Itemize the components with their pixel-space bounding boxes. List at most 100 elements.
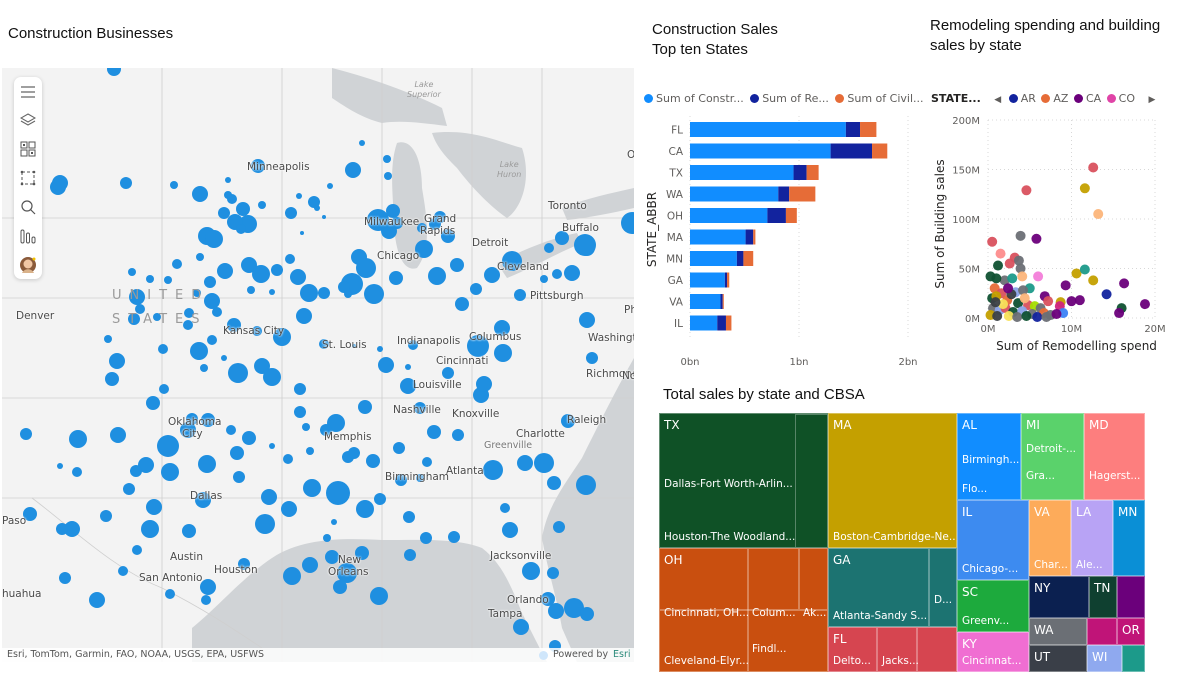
scatter-point[interactable]	[1015, 230, 1026, 241]
business-bubble[interactable]	[129, 289, 145, 305]
business-bubble[interactable]	[345, 162, 361, 178]
business-bubble[interactable]	[294, 383, 306, 395]
business-bubble[interactable]	[165, 589, 175, 599]
scatter-point[interactable]	[1041, 312, 1052, 323]
business-bubble[interactable]	[331, 519, 337, 525]
treemap-subcell[interactable]	[747, 549, 749, 671]
treemap-state-ky[interactable]: KY Cincinnat...	[957, 632, 1029, 672]
treemap-state-sc[interactable]: SC Greenv...	[957, 580, 1029, 632]
business-bubble[interactable]	[201, 413, 215, 427]
treemap-cell[interactable]	[1117, 576, 1145, 618]
business-bubble[interactable]	[146, 499, 162, 515]
scatter-point[interactable]	[999, 275, 1010, 286]
business-bubble[interactable]	[352, 344, 356, 348]
bar-segment[interactable]	[785, 208, 797, 223]
scatter-point[interactable]	[1003, 311, 1014, 322]
business-bubble[interactable]	[448, 531, 460, 543]
business-bubble[interactable]	[359, 140, 365, 146]
business-bubble[interactable]	[356, 500, 374, 518]
business-bubble[interactable]	[442, 367, 454, 379]
business-bubble[interactable]	[467, 335, 489, 357]
business-bubble[interactable]	[522, 562, 540, 580]
treemap-state-tn[interactable]: TN	[1089, 576, 1117, 618]
bar-segment[interactable]	[717, 315, 726, 331]
business-bubble[interactable]	[196, 253, 204, 261]
business-bubble[interactable]	[182, 524, 196, 538]
business-bubble[interactable]	[146, 396, 160, 410]
business-bubble[interactable]	[192, 186, 208, 202]
scatter-point[interactable]	[1071, 268, 1082, 279]
business-bubble[interactable]	[254, 358, 270, 374]
treemap-state-la[interactable]: LA Ale...	[1071, 500, 1113, 576]
treemap-state-va[interactable]: VA Char...	[1029, 500, 1071, 576]
business-bubble[interactable]	[212, 307, 222, 317]
scatter-point[interactable]	[1003, 283, 1014, 294]
treemap-state-wa[interactable]: WA	[1029, 618, 1087, 645]
business-bubble[interactable]	[233, 471, 245, 483]
business-bubble[interactable]	[541, 592, 555, 606]
scatter-point[interactable]	[1079, 183, 1090, 194]
business-bubble[interactable]	[281, 501, 297, 517]
business-bubble[interactable]	[230, 446, 244, 460]
business-bubble[interactable]	[184, 308, 194, 318]
business-bubble[interactable]	[164, 276, 172, 284]
business-bubble[interactable]	[547, 567, 559, 579]
business-bubble[interactable]	[221, 355, 227, 361]
business-bubble[interactable]	[172, 259, 182, 269]
bar-segment[interactable]	[690, 251, 737, 266]
business-bubble[interactable]	[580, 607, 594, 621]
business-bubble[interactable]	[193, 289, 201, 297]
business-bubble[interactable]	[344, 290, 352, 298]
business-bubble[interactable]	[69, 430, 87, 448]
business-bubble[interactable]	[434, 211, 446, 223]
bar-segment[interactable]	[778, 186, 790, 202]
scatter-point[interactable]	[987, 236, 998, 247]
treemap-state-ma[interactable]: MA Boston-Cambridge-Ne...	[828, 413, 957, 548]
business-bubble[interactable]	[441, 229, 455, 243]
treemap-subcell[interactable]	[916, 628, 918, 671]
treemap-state-fl[interactable]: FL Delto... Jacks...	[828, 627, 957, 672]
business-bubble[interactable]	[218, 207, 230, 219]
business-bubble[interactable]	[358, 400, 372, 414]
business-bubble[interactable]	[158, 344, 168, 354]
business-bubble[interactable]	[258, 201, 266, 209]
map-canvas[interactable]	[2, 68, 634, 662]
business-bubble[interactable]	[403, 511, 415, 523]
business-bubble[interactable]	[255, 514, 275, 534]
business-bubble[interactable]	[89, 592, 105, 608]
business-bubble[interactable]	[540, 275, 548, 283]
business-bubble[interactable]	[204, 276, 216, 288]
business-bubble[interactable]	[579, 312, 595, 328]
business-bubble[interactable]	[20, 428, 32, 440]
bar-segment[interactable]	[743, 251, 754, 266]
treemap-state-md[interactable]: MD Hagerst...	[1084, 413, 1145, 500]
select-rectangle-icon[interactable]	[18, 168, 38, 188]
scatter-point[interactable]	[1018, 285, 1029, 296]
business-bubble[interactable]	[217, 263, 233, 279]
bar-segment[interactable]	[745, 229, 754, 245]
bar-segment[interactable]	[793, 165, 807, 180]
business-bubble[interactable]	[306, 447, 314, 455]
business-bubble[interactable]	[574, 234, 596, 256]
business-bubble[interactable]	[561, 414, 575, 428]
business-bubble[interactable]	[105, 372, 119, 386]
business-bubble[interactable]	[470, 283, 482, 295]
business-bubble[interactable]	[395, 474, 407, 486]
business-bubble[interactable]	[269, 289, 275, 295]
treemap-subcell[interactable]	[660, 609, 827, 611]
business-bubble[interactable]	[296, 193, 302, 199]
scatter-point[interactable]	[1031, 233, 1042, 244]
caret-left-icon[interactable]: ◀	[994, 95, 1002, 105]
business-bubble[interactable]	[236, 224, 246, 234]
business-bubble[interactable]	[52, 175, 68, 191]
business-bubble[interactable]	[415, 240, 433, 258]
business-bubble[interactable]	[109, 353, 125, 369]
business-bubble[interactable]	[285, 254, 295, 264]
scatter-point[interactable]	[991, 273, 1002, 284]
scatter-point[interactable]	[1033, 271, 1044, 282]
avatar[interactable]	[18, 255, 38, 275]
bar-segment[interactable]	[720, 294, 723, 309]
business-bubble[interactable]	[123, 483, 135, 495]
business-bubble[interactable]	[157, 435, 179, 457]
caret-right-icon[interactable]: ▶	[1148, 95, 1156, 105]
